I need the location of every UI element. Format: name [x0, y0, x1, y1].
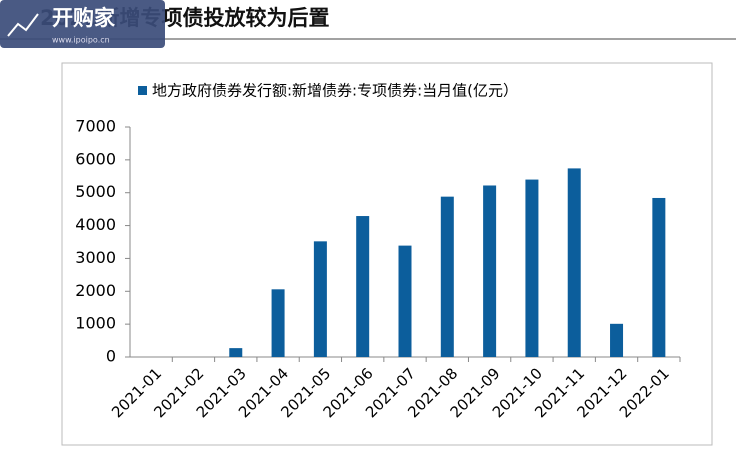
bar — [398, 245, 412, 357]
watermark-url: www.ipoipo.cn — [52, 36, 110, 45]
y-tick-label: 1000 — [75, 314, 116, 333]
bar — [356, 216, 370, 357]
y-tick-label: 3000 — [75, 248, 116, 267]
bar — [610, 323, 624, 357]
y-tick-label: 2000 — [75, 281, 116, 300]
bar — [483, 185, 497, 357]
bar — [567, 168, 581, 357]
y-tick-label: 7000 — [75, 117, 116, 136]
legend-label: 地方政府债券发行额:新增债券:专项债券:当月值(亿元） — [152, 82, 518, 100]
watermark-icon — [7, 13, 39, 37]
y-tick-label: 0 — [106, 347, 116, 366]
bar — [313, 241, 327, 357]
legend-swatch — [138, 86, 147, 95]
y-tick-label: 4000 — [75, 215, 116, 234]
bar — [525, 179, 539, 357]
watermark-bg — [0, 0, 165, 48]
bar — [229, 348, 243, 357]
y-tick-label: 5000 — [75, 182, 116, 201]
bar — [440, 196, 454, 357]
y-tick-label: 6000 — [75, 149, 116, 168]
bar — [652, 197, 666, 357]
bar — [271, 289, 285, 357]
watermark-name: 开购家 — [52, 6, 116, 30]
chart-frame — [61, 62, 713, 446]
watermark: 开购家 www.ipoipo.cn — [0, 0, 165, 48]
